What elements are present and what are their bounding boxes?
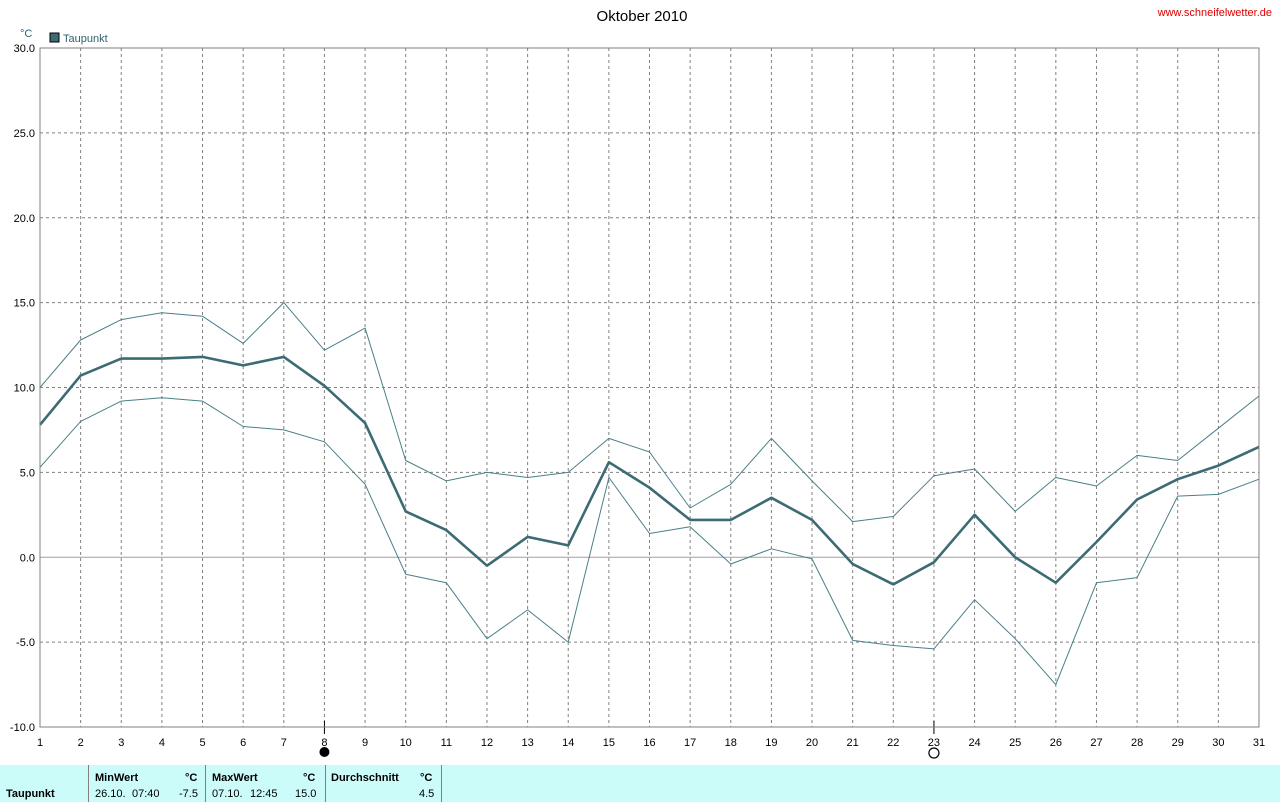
legend: Taupunkt [49,32,108,45]
max-value: 15.0 [295,788,317,800]
y-tick-label: 5.0 [20,467,35,479]
min-date: 26.10. [95,788,126,800]
dewpoint-chart: Oktober 2010 www.schneifelwetter.de °C T… [10,7,1272,759]
y-tick-label: 15.0 [14,298,35,310]
x-tick-label: 29 [1172,737,1184,749]
min-time: 07:40 [132,788,160,800]
y-tick-label: -10.0 [10,722,35,734]
x-tick-label: 10 [400,737,412,749]
max-date: 07.10. [212,788,243,800]
series-line-mean [38,355,1260,586]
stats-separator [205,765,206,802]
avg-header: Durchschnitt [331,772,399,784]
y-tick-label: -5.0 [16,637,35,649]
stats-separator [441,765,442,802]
x-tick-label: 6 [240,737,246,749]
x-tick-label: 12 [481,737,493,749]
x-tick-label: 17 [684,737,696,749]
series-group [38,302,1260,686]
x-tick-label: 18 [725,737,737,749]
x-tick-label: 25 [1009,737,1021,749]
x-tick-label: 23 [928,737,940,749]
max-time: 12:45 [250,788,278,800]
grid [40,48,1259,727]
x-tick-label: 15 [603,737,615,749]
x-axis: 1 2 3 4 5 6 7 8 9 10 11 12 13 14 15 16 17 18 19 20 21 22 23 24 2… [37,737,1265,749]
x-tick-label: 1 [37,737,43,749]
x-tick-label: 2 [78,737,84,749]
legend-label: Taupunkt [63,33,108,45]
x-tick-label: 5 [199,737,205,749]
series-line-min [39,397,1260,686]
avg-value: 4.5 [419,788,435,800]
stats-table: Taupunkt MinWert °C 26.10. 07:40 -7.5 Ma… [0,765,1280,802]
site-link[interactable]: www.schneifelwetter.de [1157,7,1272,19]
plot-frame [39,47,1260,728]
min-value: -7.5 [179,788,198,800]
y-tick-label: 20.0 [14,213,35,225]
x-tick-label: 3 [118,737,124,749]
avg-unit: °C [420,772,433,784]
y-tick-label: 30.0 [14,43,35,55]
x-tick-label: 24 [968,737,980,749]
x-tick-label: 31 [1253,737,1265,749]
x-tick-label: 26 [1050,737,1062,749]
y-tick-label: 0.0 [20,552,35,564]
x-tick-label: 19 [765,737,777,749]
x-tick-label: 21 [847,737,859,749]
x-tick-label: 16 [643,737,655,749]
y-unit-label: °C [20,28,32,40]
x-tick-label: 11 [441,737,452,749]
x-tick-label: 20 [806,737,818,749]
chart-title: Oktober 2010 [597,8,688,25]
x-tick-label: 7 [281,737,287,749]
series-line-max [39,302,1260,523]
y-tick-label: 10.0 [14,383,35,395]
x-tick-label: 9 [362,737,368,749]
stats-row-label: Taupunkt [6,788,55,800]
full-moon-icon [319,747,330,757]
y-tick-label: 25.0 [14,128,35,140]
x-tick-label: 13 [521,737,533,749]
x-tick-label: 22 [887,737,899,749]
x-tick-label: 14 [562,737,574,749]
min-unit: °C [185,772,198,784]
x-tick-label: 30 [1212,737,1224,749]
y-axis: 30.0 25.0 20.0 15.0 10.0 5.0 0.0 -5.0 -10.0 [10,43,35,734]
x-tick-label: 28 [1131,737,1143,749]
max-unit: °C [303,772,316,784]
max-header: MaxWert [212,772,258,784]
x-tick-label: 27 [1090,737,1102,749]
x-tick-label: 4 [159,737,165,749]
x-tick-label: 8 [321,737,327,749]
legend-swatch [49,32,60,43]
min-header: MinWert [95,772,139,784]
stats-separator [88,765,89,802]
new-moon-icon [928,747,940,759]
stats-separator [325,765,326,802]
